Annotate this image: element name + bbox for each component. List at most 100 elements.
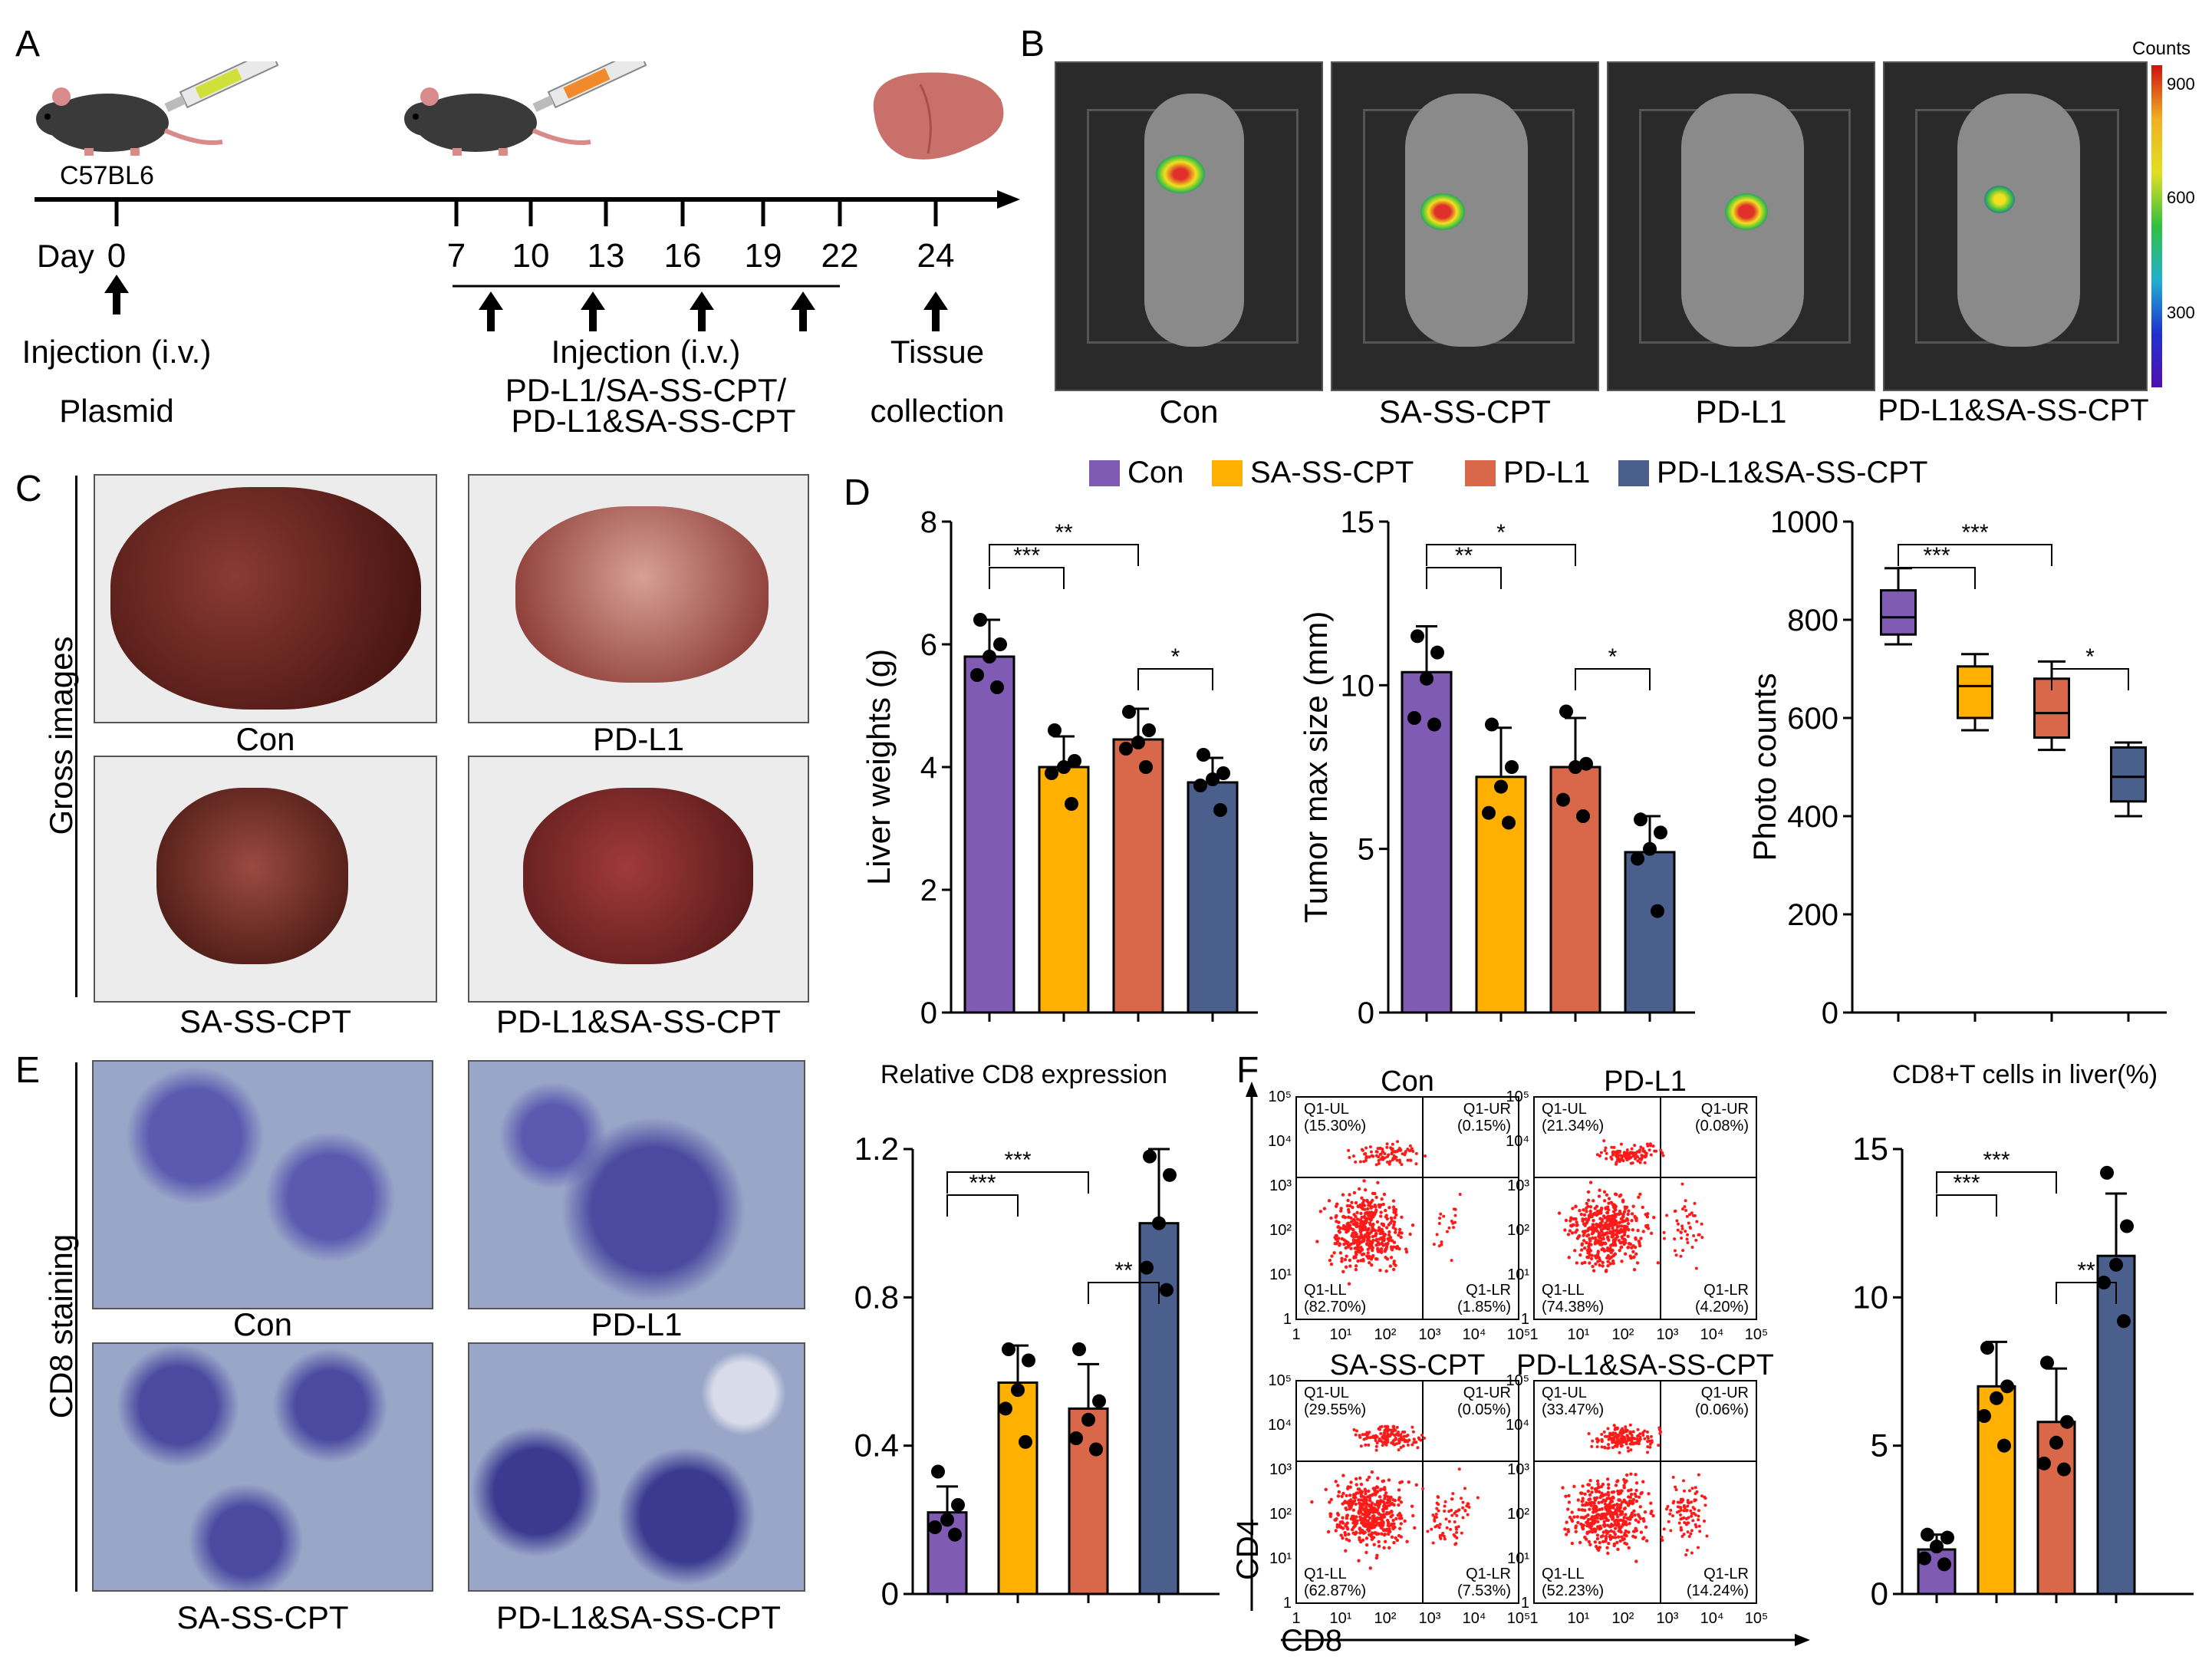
data-point <box>1216 766 1230 780</box>
panel-label-c: C <box>15 469 42 509</box>
data-point <box>1068 754 1081 768</box>
data-point <box>1143 1149 1157 1164</box>
ihc-photo-sa <box>92 1342 433 1592</box>
drugs-label-2: PD-L1&SA-SS-CPT <box>511 403 795 439</box>
flow-y-tick: 10⁵ <box>1268 1088 1292 1105</box>
data-point <box>1122 705 1136 719</box>
quadrant-lr-label: Q1-LR <box>1466 1282 1511 1299</box>
flow-x-tick: 10³ <box>1657 1326 1679 1343</box>
data-point <box>973 613 987 627</box>
data-point <box>2100 1165 2114 1180</box>
data-point <box>1057 760 1071 774</box>
mouse-icon <box>404 87 591 156</box>
drugs-label-1: PD-L1/SA-SS-CPT/ <box>505 372 787 408</box>
data-point <box>990 680 1004 694</box>
flow-y-tick: 1 <box>1521 1311 1529 1328</box>
y-tick-label: 200 <box>1787 898 1838 932</box>
significance-label: * <box>1496 520 1506 545</box>
colorbar-title: Counts <box>2132 38 2191 59</box>
bar-pd-l1-sa-ss-cpt <box>1624 851 1676 1014</box>
flow-plot-frame <box>1295 1380 1519 1604</box>
data-point <box>2040 1355 2054 1370</box>
flow-y-axis-label: CD4 <box>1231 1519 1265 1580</box>
gross-label-pdl1: PD-L1 <box>592 721 685 757</box>
flow-x-tick: 10⁴ <box>1700 1610 1724 1627</box>
chart-title: Relative CD8 expression <box>881 1060 1167 1089</box>
imaging-row <box>1055 61 2148 391</box>
flow-y-tick: 10¹ <box>1507 1266 1529 1283</box>
data-point <box>1643 841 1657 856</box>
quadrant-ul-label: Q1-UL <box>1542 1101 1587 1118</box>
flow-x-tick: 10³ <box>1657 1610 1679 1627</box>
plasmid-label: Plasmid <box>59 393 173 429</box>
y-tick-label: 4 <box>920 751 937 785</box>
data-point <box>1407 711 1421 725</box>
cd8-bracket <box>75 1062 77 1592</box>
quadrant-lr-label: Q1-LR <box>1466 1566 1511 1582</box>
y-tick-label: 0.4 <box>854 1428 899 1464</box>
flow-x-tick: 10² <box>1374 1610 1397 1627</box>
y-tick-label: 600 <box>1787 702 1838 736</box>
ihc-label-con: Con <box>232 1306 293 1342</box>
significance-bracket <box>1898 567 1976 589</box>
legend-swatch-con <box>1089 460 1120 486</box>
day-tick-16: 16 <box>664 237 702 275</box>
flow-y-tick: 10² <box>1269 1222 1292 1239</box>
y-tick-label: 2 <box>920 874 937 907</box>
y-tick-label: 400 <box>1787 800 1838 834</box>
flow-y-tick: 10² <box>1507 1222 1529 1239</box>
flow-y-tick: 10² <box>1269 1506 1292 1523</box>
ihc-photo-pdl1 <box>468 1060 805 1309</box>
colorbar-tick-300: 300 <box>2167 303 2195 322</box>
flow-x-tick: 10¹ <box>1330 1326 1352 1343</box>
quadrant-ul-value: (15.30%) <box>1304 1118 1366 1134</box>
flow-y-tick: 10⁴ <box>1506 1133 1529 1150</box>
flow-events <box>1315 1140 1462 1286</box>
significance-bracket <box>1898 544 2052 566</box>
bar-pd-l1-sa-ss-cpt <box>2096 1254 2136 1595</box>
significance-bracket <box>2056 1282 2117 1304</box>
chart-title: CD8+T cells in liver(%) <box>1892 1060 2158 1089</box>
quadrant-lr-value: (7.53%) <box>1457 1582 1511 1599</box>
day-tick-22: 22 <box>821 237 859 275</box>
gross-label-combo: PD-L1&SA-SS-CPT <box>495 1003 782 1039</box>
significance-label: * <box>1608 644 1618 670</box>
y-tick-label: 0 <box>1358 996 1374 1030</box>
flow-y-tick: 10³ <box>1269 1177 1292 1194</box>
flow-x-tick: 10⁵ <box>1507 1610 1531 1627</box>
flow-y-tick: 10² <box>1507 1506 1529 1523</box>
quadrant-ul-label: Q1-UL <box>1304 1101 1349 1118</box>
y-tick-label: 5 <box>1871 1428 1888 1464</box>
data-point <box>1568 760 1582 774</box>
data-point <box>1011 1383 1025 1398</box>
significance-label: ** <box>1114 1258 1133 1283</box>
flow-x-tick: 10³ <box>1419 1326 1441 1343</box>
flow-x-tick: 10² <box>1374 1326 1397 1343</box>
flow-y-tick: 10⁴ <box>1268 1417 1292 1434</box>
flow-y-tick: 1 <box>1283 1311 1292 1328</box>
timeline-ticks <box>114 199 938 226</box>
gross-label-sa: SA-SS-CPT <box>179 1003 352 1039</box>
data-point <box>951 1498 965 1512</box>
data-point <box>1022 1353 1035 1368</box>
data-point <box>1131 736 1145 749</box>
imaging-photo-con <box>1055 61 1323 391</box>
ihc-label-combo: PD-L1&SA-SS-CPT <box>495 1599 782 1635</box>
quadrant-ll-label: Q1-LL <box>1542 1282 1585 1299</box>
data-point <box>1197 748 1210 762</box>
flow-x-tick: 10³ <box>1419 1610 1441 1627</box>
y-tick-label: 0 <box>920 996 937 1030</box>
ihc-label-sa: SA-SS-CPT <box>176 1599 349 1635</box>
data-point <box>2060 1414 2074 1429</box>
data-point <box>1997 1438 2011 1453</box>
bar-con <box>1401 670 1453 1014</box>
data-point <box>2117 1314 2131 1329</box>
significance-label: *** <box>1013 543 1040 568</box>
data-point <box>1160 1283 1173 1297</box>
significance-bracket <box>1575 668 1651 690</box>
quadrant-lr-value: (1.85%) <box>1457 1299 1511 1316</box>
